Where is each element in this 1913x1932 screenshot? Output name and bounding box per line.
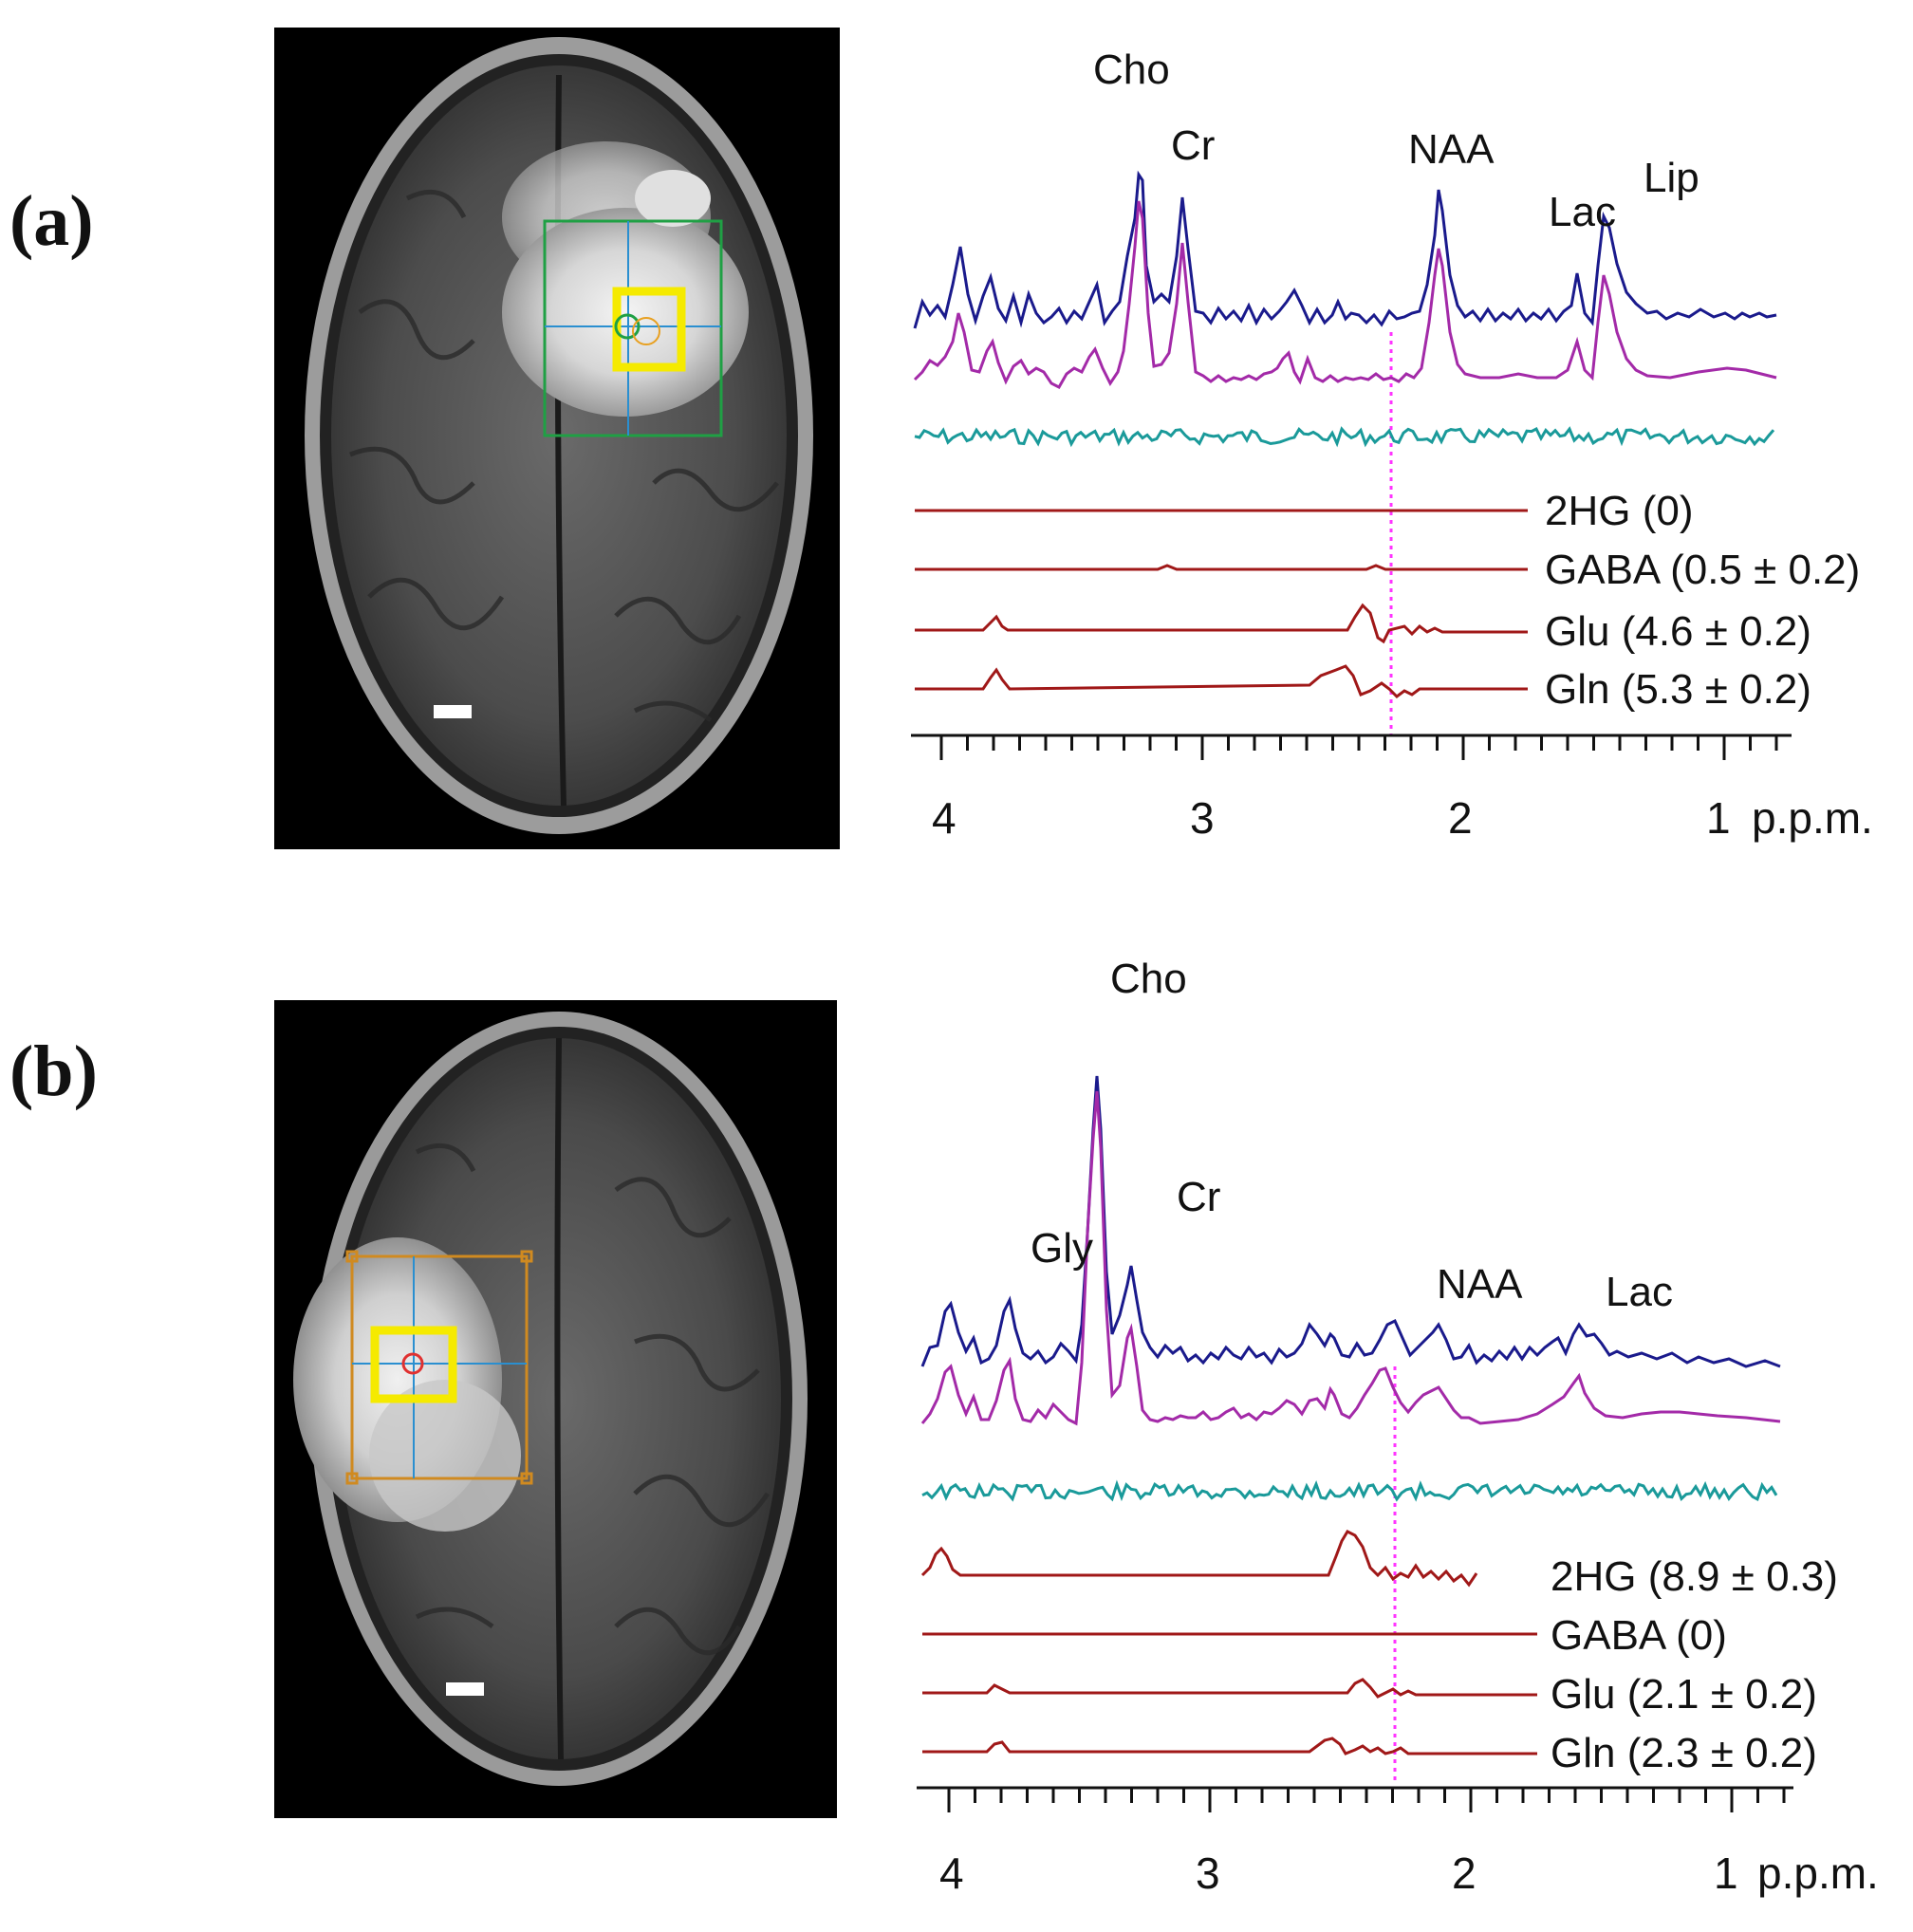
peak-label-naa: NAA xyxy=(1437,1261,1523,1308)
metabolite-2hg-line xyxy=(920,1530,1478,1588)
x-axis-ticks xyxy=(939,735,1778,760)
x-axis-unit: p.p.m. xyxy=(1752,793,1873,843)
x-tick-label: 3 xyxy=(1196,1848,1220,1898)
peak-label-cr: Cr xyxy=(1171,122,1215,169)
peak-label-cho: Cho xyxy=(1093,46,1170,93)
metabolite-label-gln: Gln (5.3 ± 0.2) xyxy=(1545,666,1811,713)
mri-image xyxy=(274,28,840,849)
x-tick-label: 4 xyxy=(939,1848,964,1898)
metabolite-label-glu: Glu (4.6 ± 0.2) xyxy=(1545,608,1811,655)
peak-label-cho: Cho xyxy=(1110,956,1187,1002)
spectrum-plot: Gly Cho Cr NAA Lac 2HG (8.9 ± 0.3) GABA … xyxy=(892,949,1913,1932)
x-tick-label: 1 xyxy=(1714,1848,1738,1898)
x-axis-ticks xyxy=(947,1788,1786,1812)
peak-label-lip: Lip xyxy=(1644,155,1699,201)
fit-spectrum-line xyxy=(920,1090,1781,1426)
panel-label: (b) xyxy=(9,1031,98,1111)
residual-line xyxy=(914,426,1775,448)
metabolite-gaba-line xyxy=(915,564,1528,571)
x-tick-label: 1 xyxy=(1706,793,1731,843)
peak-label-cr: Cr xyxy=(1177,1174,1220,1220)
peak-label-lac: Lac xyxy=(1606,1269,1673,1315)
residual-line xyxy=(921,1479,1778,1502)
metabolite-label-gln: Gln (2.3 ± 0.2) xyxy=(1551,1730,1817,1776)
peak-label-naa: NAA xyxy=(1408,126,1495,173)
figure-panel-a: (a) xyxy=(0,0,1913,949)
figure-panel-b: (b) xyxy=(0,949,1913,1932)
metabolite-label-glu: Glu (2.1 ± 0.2) xyxy=(1551,1671,1817,1718)
peak-label-lac: Lac xyxy=(1549,189,1616,235)
x-tick-label: 2 xyxy=(1448,793,1473,843)
x-tick-label: 4 xyxy=(932,793,956,843)
x-tick-label: 3 xyxy=(1190,793,1215,843)
panel-label: (a) xyxy=(9,181,94,261)
mri-image xyxy=(274,1000,837,1818)
metabolite-gln-line xyxy=(922,1737,1537,1756)
metabolite-label-gaba: GABA (0) xyxy=(1551,1612,1727,1659)
metabolite-label-2hg: 2HG (0) xyxy=(1545,488,1693,534)
measured-spectrum-line xyxy=(913,170,1777,329)
measured-spectrum-line xyxy=(920,1075,1781,1368)
fit-spectrum-line xyxy=(913,200,1777,389)
x-axis-unit: p.p.m. xyxy=(1757,1848,1879,1898)
metabolite-label-2hg: 2HG (8.9 ± 0.3) xyxy=(1551,1553,1838,1600)
metabolite-label-gaba: GABA (0.5 ± 0.2) xyxy=(1545,547,1860,593)
metabolite-glu-line xyxy=(922,1678,1537,1699)
metabolite-gln-line xyxy=(915,664,1528,698)
peak-label-gly: Gly xyxy=(1031,1225,1093,1272)
spectrum-plot: Cho Cr NAA Lac Lip 2HG (0) GABA (0.5 ± 0… xyxy=(892,0,1913,949)
metabolite-glu-line xyxy=(915,603,1528,644)
x-tick-label: 2 xyxy=(1452,1848,1477,1898)
